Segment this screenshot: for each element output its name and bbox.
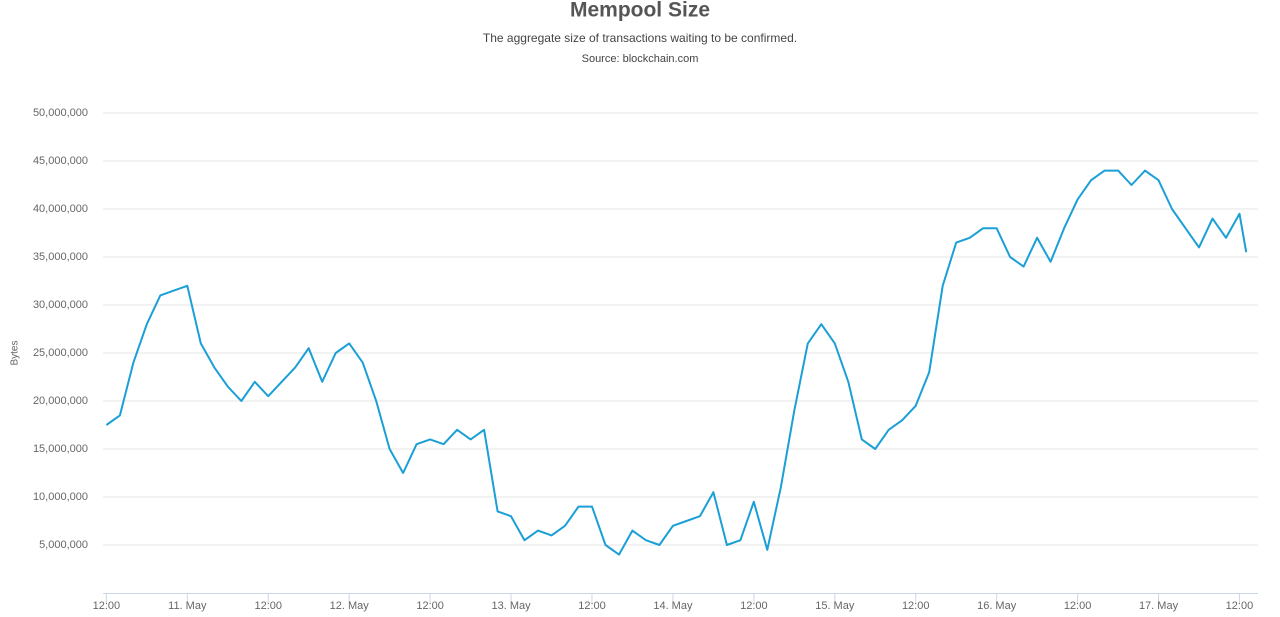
y-axis-title: Bytes	[10, 340, 21, 365]
x-tick-label: 12:00	[740, 600, 768, 612]
x-tick-label: 12:00	[93, 600, 121, 612]
x-tick-label: 12:00	[254, 600, 282, 612]
x-tick-label: 12:00	[1064, 600, 1092, 612]
x-tick-label: 11. May	[168, 600, 207, 612]
y-tick-label: 30,000,000	[33, 299, 88, 311]
x-tick-label: 12:00	[578, 600, 606, 612]
y-tick-label: 35,000,000	[33, 251, 88, 263]
y-tick-label: 45,000,000	[33, 155, 88, 167]
x-tick-label: 17. May	[1139, 600, 1179, 612]
y-tick-label: 40,000,000	[33, 203, 88, 215]
chart-source: Source: blockchain.com	[582, 53, 699, 65]
x-tick-label: 14. May	[653, 600, 693, 612]
data-line	[105, 169, 1248, 556]
chart-subtitle: The aggregate size of transactions waiti…	[483, 31, 797, 45]
y-tick-label: 20,000,000	[33, 395, 88, 407]
x-tick-label: 15. May	[815, 600, 855, 612]
chart-title: Mempool Size	[570, 0, 710, 22]
x-tick-label: 12:00	[416, 600, 444, 612]
x-tick-label: 12:00	[902, 600, 930, 612]
y-tick-label: 5,000,000	[39, 539, 88, 551]
y-tick-label: 25,000,000	[33, 347, 88, 359]
x-tick-label: 16. May	[977, 600, 1017, 612]
y-tick-label: 15,000,000	[33, 443, 88, 455]
x-tick-label: 13. May	[491, 600, 531, 612]
y-tick-label: 10,000,000	[33, 491, 88, 503]
y-tick-label: 50,000,000	[33, 107, 88, 119]
x-tick-label: 12:00	[1226, 600, 1254, 612]
x-tick-label: 12. May	[330, 600, 370, 612]
